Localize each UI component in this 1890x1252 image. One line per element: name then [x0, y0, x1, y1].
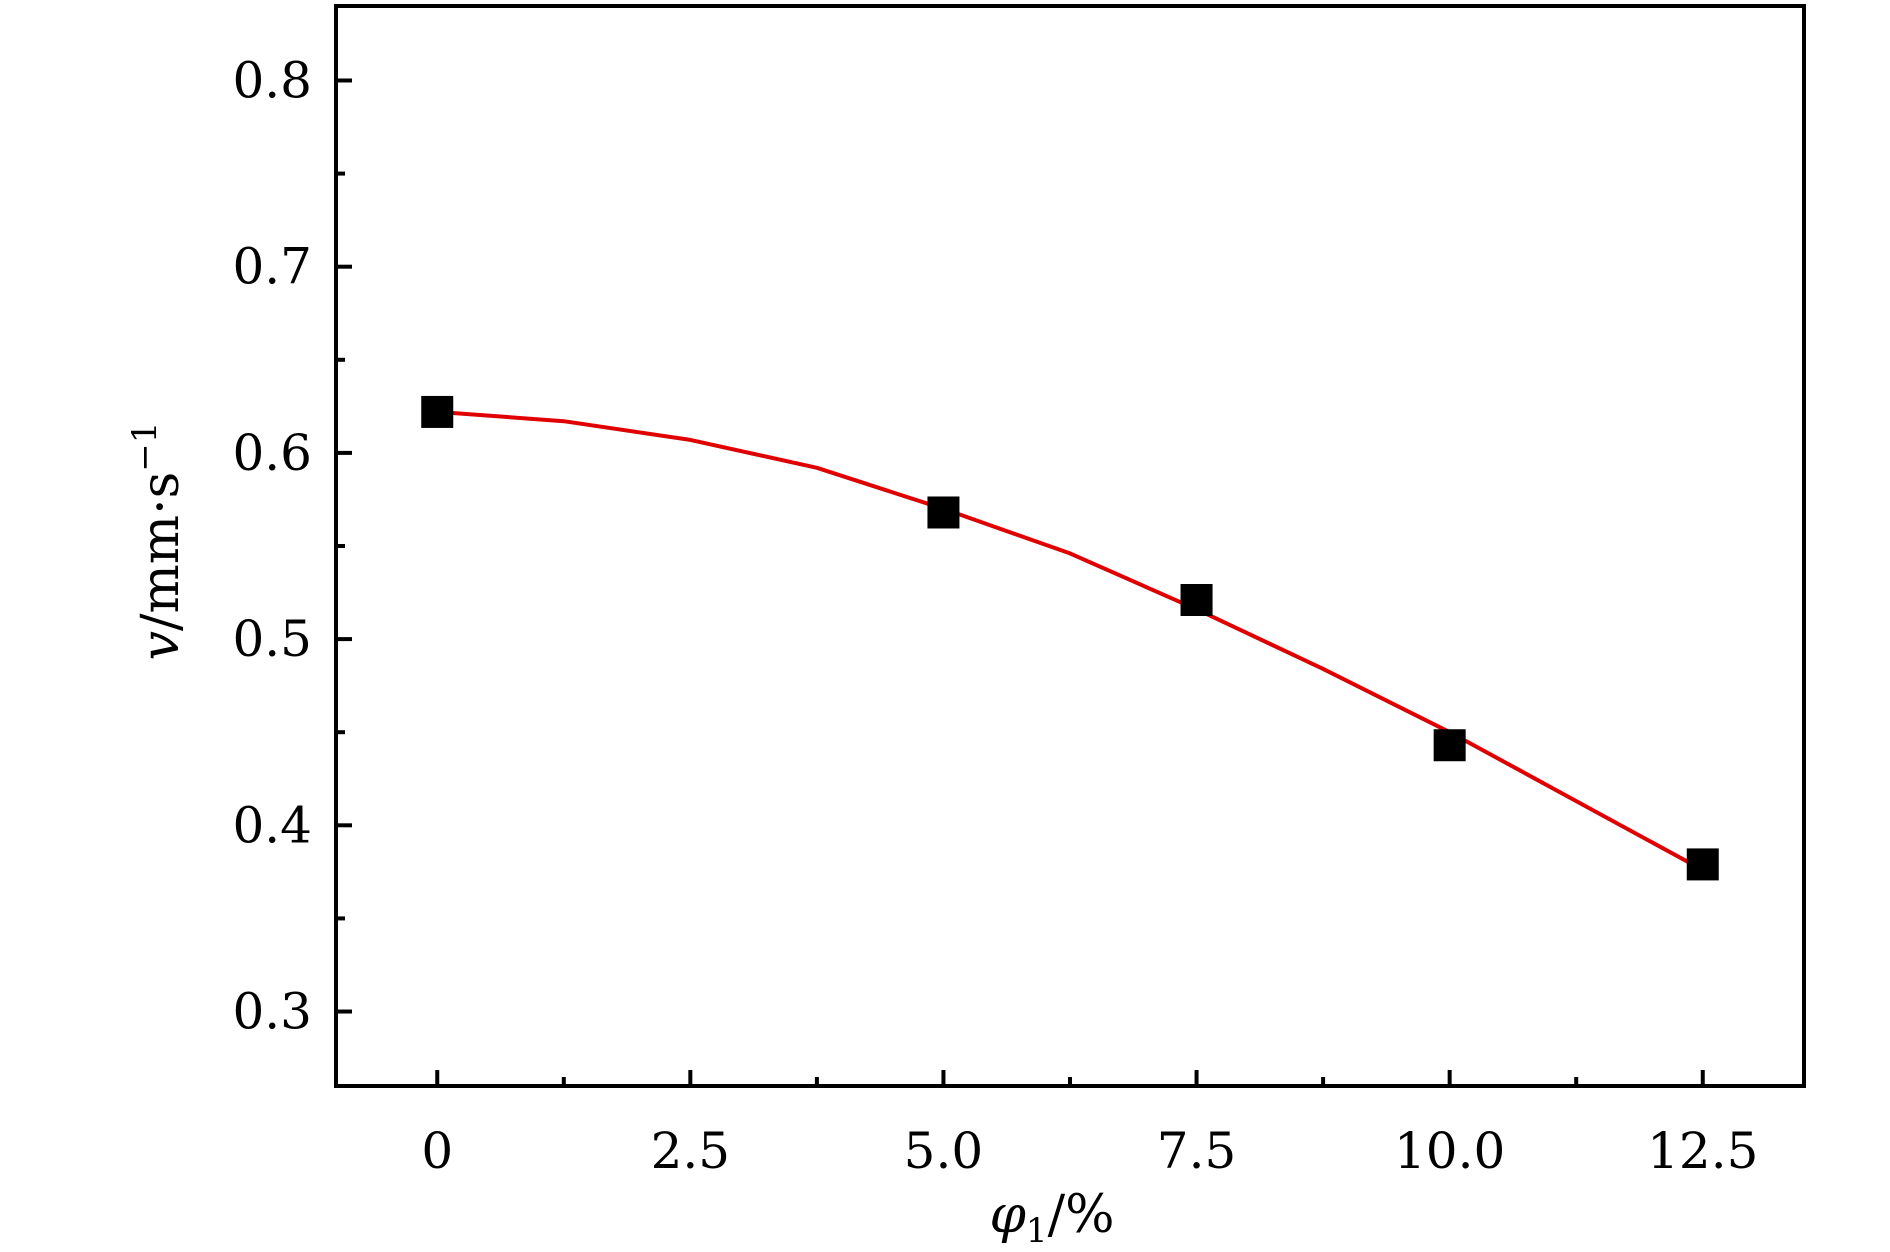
y-tick-label: 0.5	[232, 610, 312, 668]
fit-line-layer	[437, 409, 1704, 872]
y-axis-symbol: v	[131, 631, 191, 660]
data-point-square	[1686, 848, 1719, 881]
ticks-layer: 0 2.5 5.0 7.5 10.0 12.5 0.3 0.4 0.5 0.6 0.7 0.8	[232, 51, 1758, 1180]
x-axis-symbol: φ	[990, 1185, 1027, 1245]
x-tick-label: 7.5	[1157, 1122, 1237, 1180]
y-axis-label: v/mm·s−1	[125, 422, 191, 661]
y-tick-label: 0.3	[232, 983, 312, 1041]
x-tick-label: 12.5	[1647, 1122, 1758, 1180]
x-tick-label: 2.5	[651, 1122, 731, 1180]
y-axis-unit-exponent: −1	[125, 422, 165, 472]
x-axis-unit: /%	[1048, 1185, 1115, 1245]
x-axis-subscript: 1	[1026, 1211, 1048, 1251]
y-tick-label: 0.8	[232, 51, 312, 109]
fit-curve	[437, 409, 1704, 872]
x-tick-label: 10.0	[1394, 1122, 1505, 1180]
marker-layer	[421, 395, 1719, 881]
y-tick-label: 0.4	[232, 796, 312, 854]
x-axis-label: φ1/%	[990, 1185, 1115, 1251]
y-tick-label: 0.7	[232, 238, 312, 296]
data-point-square	[421, 395, 454, 428]
x-tick-label: 5.0	[904, 1122, 984, 1180]
y-axis-unit: /mm·s	[131, 472, 191, 631]
data-point-square	[927, 496, 960, 529]
data-point-square	[1433, 729, 1466, 762]
x-tick-label: 0	[421, 1122, 453, 1180]
data-point-square	[1180, 584, 1213, 616]
y-tick-label: 0.6	[232, 424, 312, 482]
plot-frame	[334, 4, 1806, 1088]
